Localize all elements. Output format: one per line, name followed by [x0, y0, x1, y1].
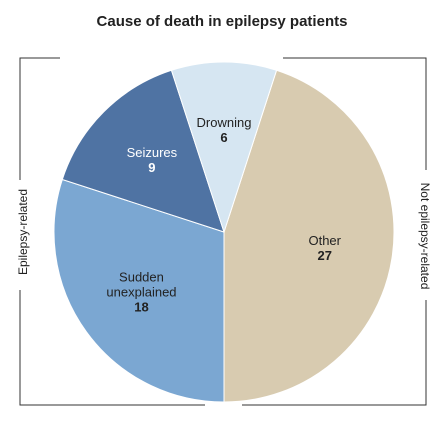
category-label: Seizures: [126, 144, 178, 160]
category-label: Other: [308, 232, 341, 248]
annotation: Not epilepsy-related: [418, 183, 432, 290]
bracket-right: [242, 57, 427, 406]
slice-label: Other 27: [270, 233, 380, 263]
value-label: 6: [220, 130, 228, 145]
slice-label: Seizures 9: [97, 145, 207, 175]
value-label: 9: [148, 159, 156, 175]
category-label: Drowning: [196, 115, 252, 130]
pie-slice: [170, 61, 278, 234]
annotation: Epilepsy-related: [16, 189, 30, 275]
pie-slice: [53, 178, 225, 403]
slice-label: Drowning 6: [169, 115, 279, 145]
pie-slice: [61, 69, 225, 233]
chart-title: Cause of death in epilepsy patients: [97, 13, 348, 30]
bracket-left: [19, 57, 205, 406]
slice-label: Sudden unexplained 18: [101, 269, 181, 314]
value-label: 27: [317, 247, 332, 263]
value-label: 18: [134, 299, 149, 315]
category-label: Sudden unexplained: [106, 269, 177, 300]
pie-slice: [223, 69, 395, 403]
